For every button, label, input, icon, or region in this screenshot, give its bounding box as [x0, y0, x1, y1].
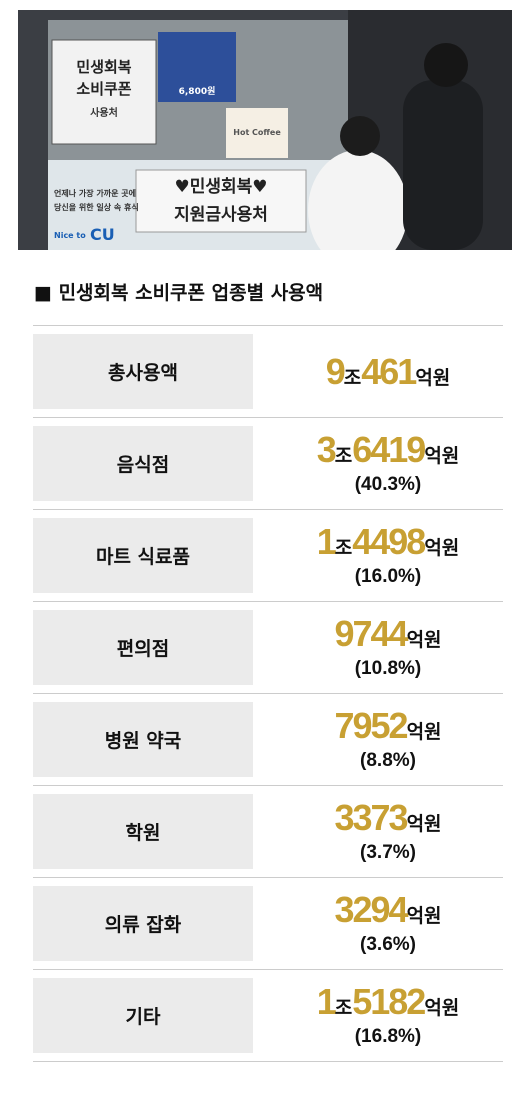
share: (3.7%)	[360, 841, 416, 863]
share: (8.8%)	[360, 749, 416, 771]
amount-unit: 억원	[424, 444, 460, 467]
row-value: 1조5182억원 (16.8%)	[273, 970, 503, 1061]
amount: 1조4498억원	[316, 520, 460, 562]
sign-text: 소비쿠폰	[76, 80, 131, 98]
row-label: 의류 잡화	[33, 886, 253, 961]
amount-unit: 억원	[406, 812, 442, 835]
amount-number: 4498	[352, 520, 426, 562]
row-value: 3조6419억원 (40.3%)	[273, 418, 503, 509]
row-value: 3294억원 (3.6%)	[273, 878, 503, 969]
amount: 3조6419억원	[316, 428, 460, 470]
row-label: 총사용액	[33, 334, 253, 409]
amount-number: 1	[316, 520, 337, 562]
brand: CU	[90, 225, 115, 244]
amount-unit: 억원	[406, 720, 442, 743]
sign-left	[51, 39, 157, 145]
amount-number: 7952	[334, 704, 408, 746]
row-label: 마트 식료품	[33, 518, 253, 593]
amount: 9조461억원	[325, 350, 451, 392]
amount-unit: 조	[334, 536, 353, 559]
amount-unit: 억원	[424, 536, 460, 559]
row-label: 학원	[33, 794, 253, 869]
table-row: 음식점 3조6419억원 (40.3%)	[33, 418, 503, 510]
table-row: 기타 1조5182억원 (16.8%)	[33, 970, 503, 1062]
share: (40.3%)	[354, 473, 422, 495]
row-label: 기타	[33, 978, 253, 1053]
amount-unit: 억원	[406, 904, 442, 927]
amount-number: 9744	[334, 612, 408, 654]
sign-text: 민생회복	[76, 58, 131, 76]
row-label: 병원 약국	[33, 702, 253, 777]
amount: 3373억원	[334, 796, 442, 838]
brand-small: Nice to	[54, 231, 86, 240]
amount-unit: 조	[343, 366, 362, 389]
amount-number: 6419	[352, 428, 426, 470]
person-head	[424, 43, 468, 87]
amount: 1조5182억원	[316, 980, 460, 1022]
amount-unit: 조	[334, 444, 353, 467]
share: (16.8%)	[354, 1025, 422, 1047]
table-row: 병원 약국 7952억원 (8.8%)	[33, 694, 503, 786]
row-label: 편의점	[33, 610, 253, 685]
window-text: 언제나 가장 가까운 곳에	[54, 188, 136, 198]
poster	[226, 108, 288, 158]
amount-number: 461	[361, 350, 417, 392]
share: (10.8%)	[354, 657, 422, 679]
price-poster	[158, 32, 236, 102]
photo: 민생회복 소비쿠폰 사용처 6,800원 Hot Coffee ♥민생회복♥ 지…	[18, 10, 512, 250]
price: 6,800원	[179, 85, 216, 97]
amount-unit: 억원	[424, 996, 460, 1019]
sign-center	[135, 169, 307, 233]
share: (16.0%)	[354, 565, 422, 587]
amount-number: 5182	[352, 980, 426, 1022]
amount-unit: 억원	[406, 628, 442, 651]
person-head	[340, 116, 380, 156]
sign-text: 지원금사용처	[174, 205, 268, 225]
amount-unit: 조	[334, 996, 353, 1019]
person-coat	[308, 150, 408, 250]
table-row: 마트 식료품 1조4498억원 (16.0%)	[33, 510, 503, 602]
amount-number: 1	[316, 980, 337, 1022]
row-value: 3373억원 (3.7%)	[273, 786, 503, 877]
amount-number: 9	[325, 350, 346, 392]
amount-unit: 억원	[415, 366, 451, 389]
row-value: 9744억원 (10.8%)	[273, 602, 503, 693]
row-value: 9조461억원	[273, 326, 503, 417]
sign-text: 사용처	[90, 106, 118, 119]
table-row: 학원 3373억원 (3.7%)	[33, 786, 503, 878]
sign-text: ♥민생회복♥	[174, 177, 267, 197]
window-text: 당신을 위한 일상 속 휴식	[54, 202, 139, 212]
row-label: 음식점	[33, 426, 253, 501]
row-value: 7952억원 (8.8%)	[273, 694, 503, 785]
amount-number: 3373	[334, 796, 408, 838]
table-title: ■ 민생회복 소비쿠폰 업종별 사용액	[34, 282, 324, 304]
table-row: 편의점 9744억원 (10.8%)	[33, 602, 503, 694]
table: 총사용액 9조461억원 음식점 3조6419억원 (40.3%) 마트 식료품 1조449…	[33, 325, 503, 1062]
amount: 9744억원	[334, 612, 442, 654]
amount: 3294억원	[334, 888, 442, 930]
person-coat	[403, 80, 483, 250]
poster-text: Hot Coffee	[233, 128, 281, 137]
row-value: 1조4498억원 (16.0%)	[273, 510, 503, 601]
amount: 7952억원	[334, 704, 442, 746]
amount-number: 3	[316, 428, 337, 470]
amount-number: 3294	[334, 888, 408, 930]
share: (3.6%)	[360, 933, 416, 955]
table-row: 의류 잡화 3294억원 (3.6%)	[33, 878, 503, 970]
table-row: 총사용액 9조461억원	[33, 326, 503, 418]
